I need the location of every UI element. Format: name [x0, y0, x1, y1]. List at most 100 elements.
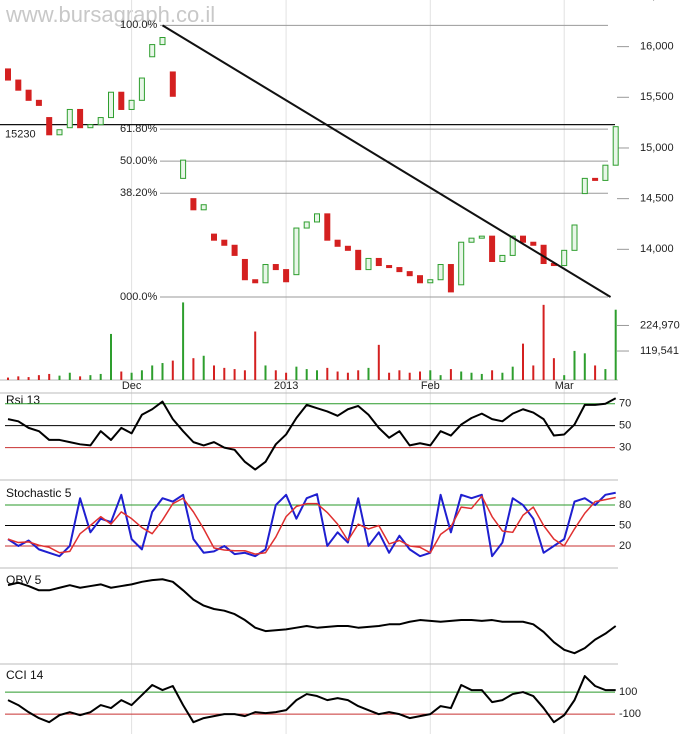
volume-bar: [140, 370, 143, 380]
volume-bar: [274, 370, 277, 380]
volume-bar: [151, 365, 154, 380]
panel-title: Rsi 13: [6, 393, 40, 407]
volume-bar: [213, 365, 215, 380]
candle: [499, 254, 506, 262]
candle: [612, 126, 619, 166]
fib-label: 50.00%: [120, 155, 158, 167]
candle: [35, 99, 42, 106]
volume-bar: [346, 372, 349, 380]
indicator-line: [7, 578, 617, 655]
watermark: www.bursagraph.co.il: [5, 2, 215, 27]
candle: [530, 241, 537, 246]
y-tick-label: 50: [619, 519, 631, 531]
volume-bar: [552, 358, 555, 380]
volume-bar: [573, 350, 576, 380]
volume-bar: [614, 309, 617, 380]
candle: [128, 99, 135, 110]
candle: [56, 129, 63, 136]
volume-bar: [285, 372, 288, 380]
volume-bar: [501, 372, 504, 380]
volume-bar: [223, 367, 226, 380]
candle: [427, 279, 434, 284]
candle: [334, 239, 341, 247]
candle: [118, 91, 125, 110]
candle: [66, 108, 73, 129]
candle: [77, 108, 84, 129]
x-tick-label: 2013: [274, 380, 298, 392]
volume-bar: [511, 366, 514, 380]
y-tick-label: 224,970: [640, 319, 680, 331]
volume-bar: [254, 331, 257, 380]
candle: [581, 177, 588, 195]
volume-bar: [532, 365, 535, 380]
volume-bar: [563, 375, 566, 380]
indicator-line: [7, 491, 616, 558]
candle: [262, 264, 269, 284]
volume-bar: [17, 376, 20, 380]
volume-bar: [99, 373, 102, 380]
y-tick-label: 16,000: [640, 41, 674, 53]
volume-bar: [460, 371, 463, 380]
volume-bar: [449, 369, 452, 380]
volume-bar: [583, 353, 586, 380]
candle: [180, 159, 187, 179]
candle: [252, 279, 259, 284]
candle: [571, 224, 578, 251]
y-tick-label: -100: [619, 708, 641, 720]
volume-bar: [192, 358, 195, 380]
y-tick-label: 70: [619, 398, 631, 410]
candle: [221, 239, 228, 246]
candle: [458, 241, 465, 286]
indicator-line: [7, 397, 617, 471]
volume-bar: [388, 372, 391, 380]
volume-bar: [357, 370, 360, 380]
y-tick-label: 30: [619, 442, 631, 454]
volume-bar: [243, 370, 246, 380]
volume-bar: [367, 367, 370, 380]
volume-bar: [233, 369, 236, 380]
candle: [272, 264, 279, 271]
y-tick-label: 20: [619, 540, 631, 552]
volume-bar: [542, 304, 545, 380]
volume-bar: [7, 377, 9, 380]
candle: [324, 213, 331, 241]
x-tick-label: Mar: [555, 380, 574, 392]
candle: [509, 235, 516, 256]
volume-bar: [408, 372, 411, 380]
volume-bar: [522, 343, 524, 380]
last-price-label: 15230: [5, 129, 36, 141]
candle: [561, 249, 568, 267]
candle: [211, 233, 217, 241]
candle: [602, 164, 609, 181]
volume-bar: [604, 369, 607, 380]
volume-bar: [491, 370, 494, 380]
volume-bar: [202, 355, 205, 380]
candle: [108, 91, 114, 119]
fib-label: 38.20%: [120, 187, 158, 199]
volume-bar: [264, 365, 267, 380]
volume-bar: [120, 371, 123, 380]
candle: [46, 117, 53, 136]
volume-bar: [326, 367, 329, 380]
candle: [15, 79, 22, 91]
volume-bar: [48, 373, 51, 380]
volume-bar: [594, 365, 597, 380]
volume-bar: [295, 366, 298, 380]
indicator-line: [7, 495, 616, 555]
candle: [355, 249, 362, 271]
volume-bar: [419, 371, 421, 380]
volume-bar: [130, 372, 133, 380]
volume-bar: [470, 372, 473, 380]
y-tick-label: 15,000: [640, 142, 674, 154]
y-tick-label: 50: [619, 420, 631, 432]
candle: [396, 267, 403, 273]
volume-bar: [89, 375, 92, 380]
candle: [489, 235, 496, 262]
volume-bar: [110, 333, 112, 380]
y-tick-label: 119,541: [640, 345, 679, 357]
candle: [365, 257, 372, 271]
volume-bar: [377, 344, 380, 380]
candle: [406, 271, 413, 277]
volume-bar: [171, 360, 174, 380]
